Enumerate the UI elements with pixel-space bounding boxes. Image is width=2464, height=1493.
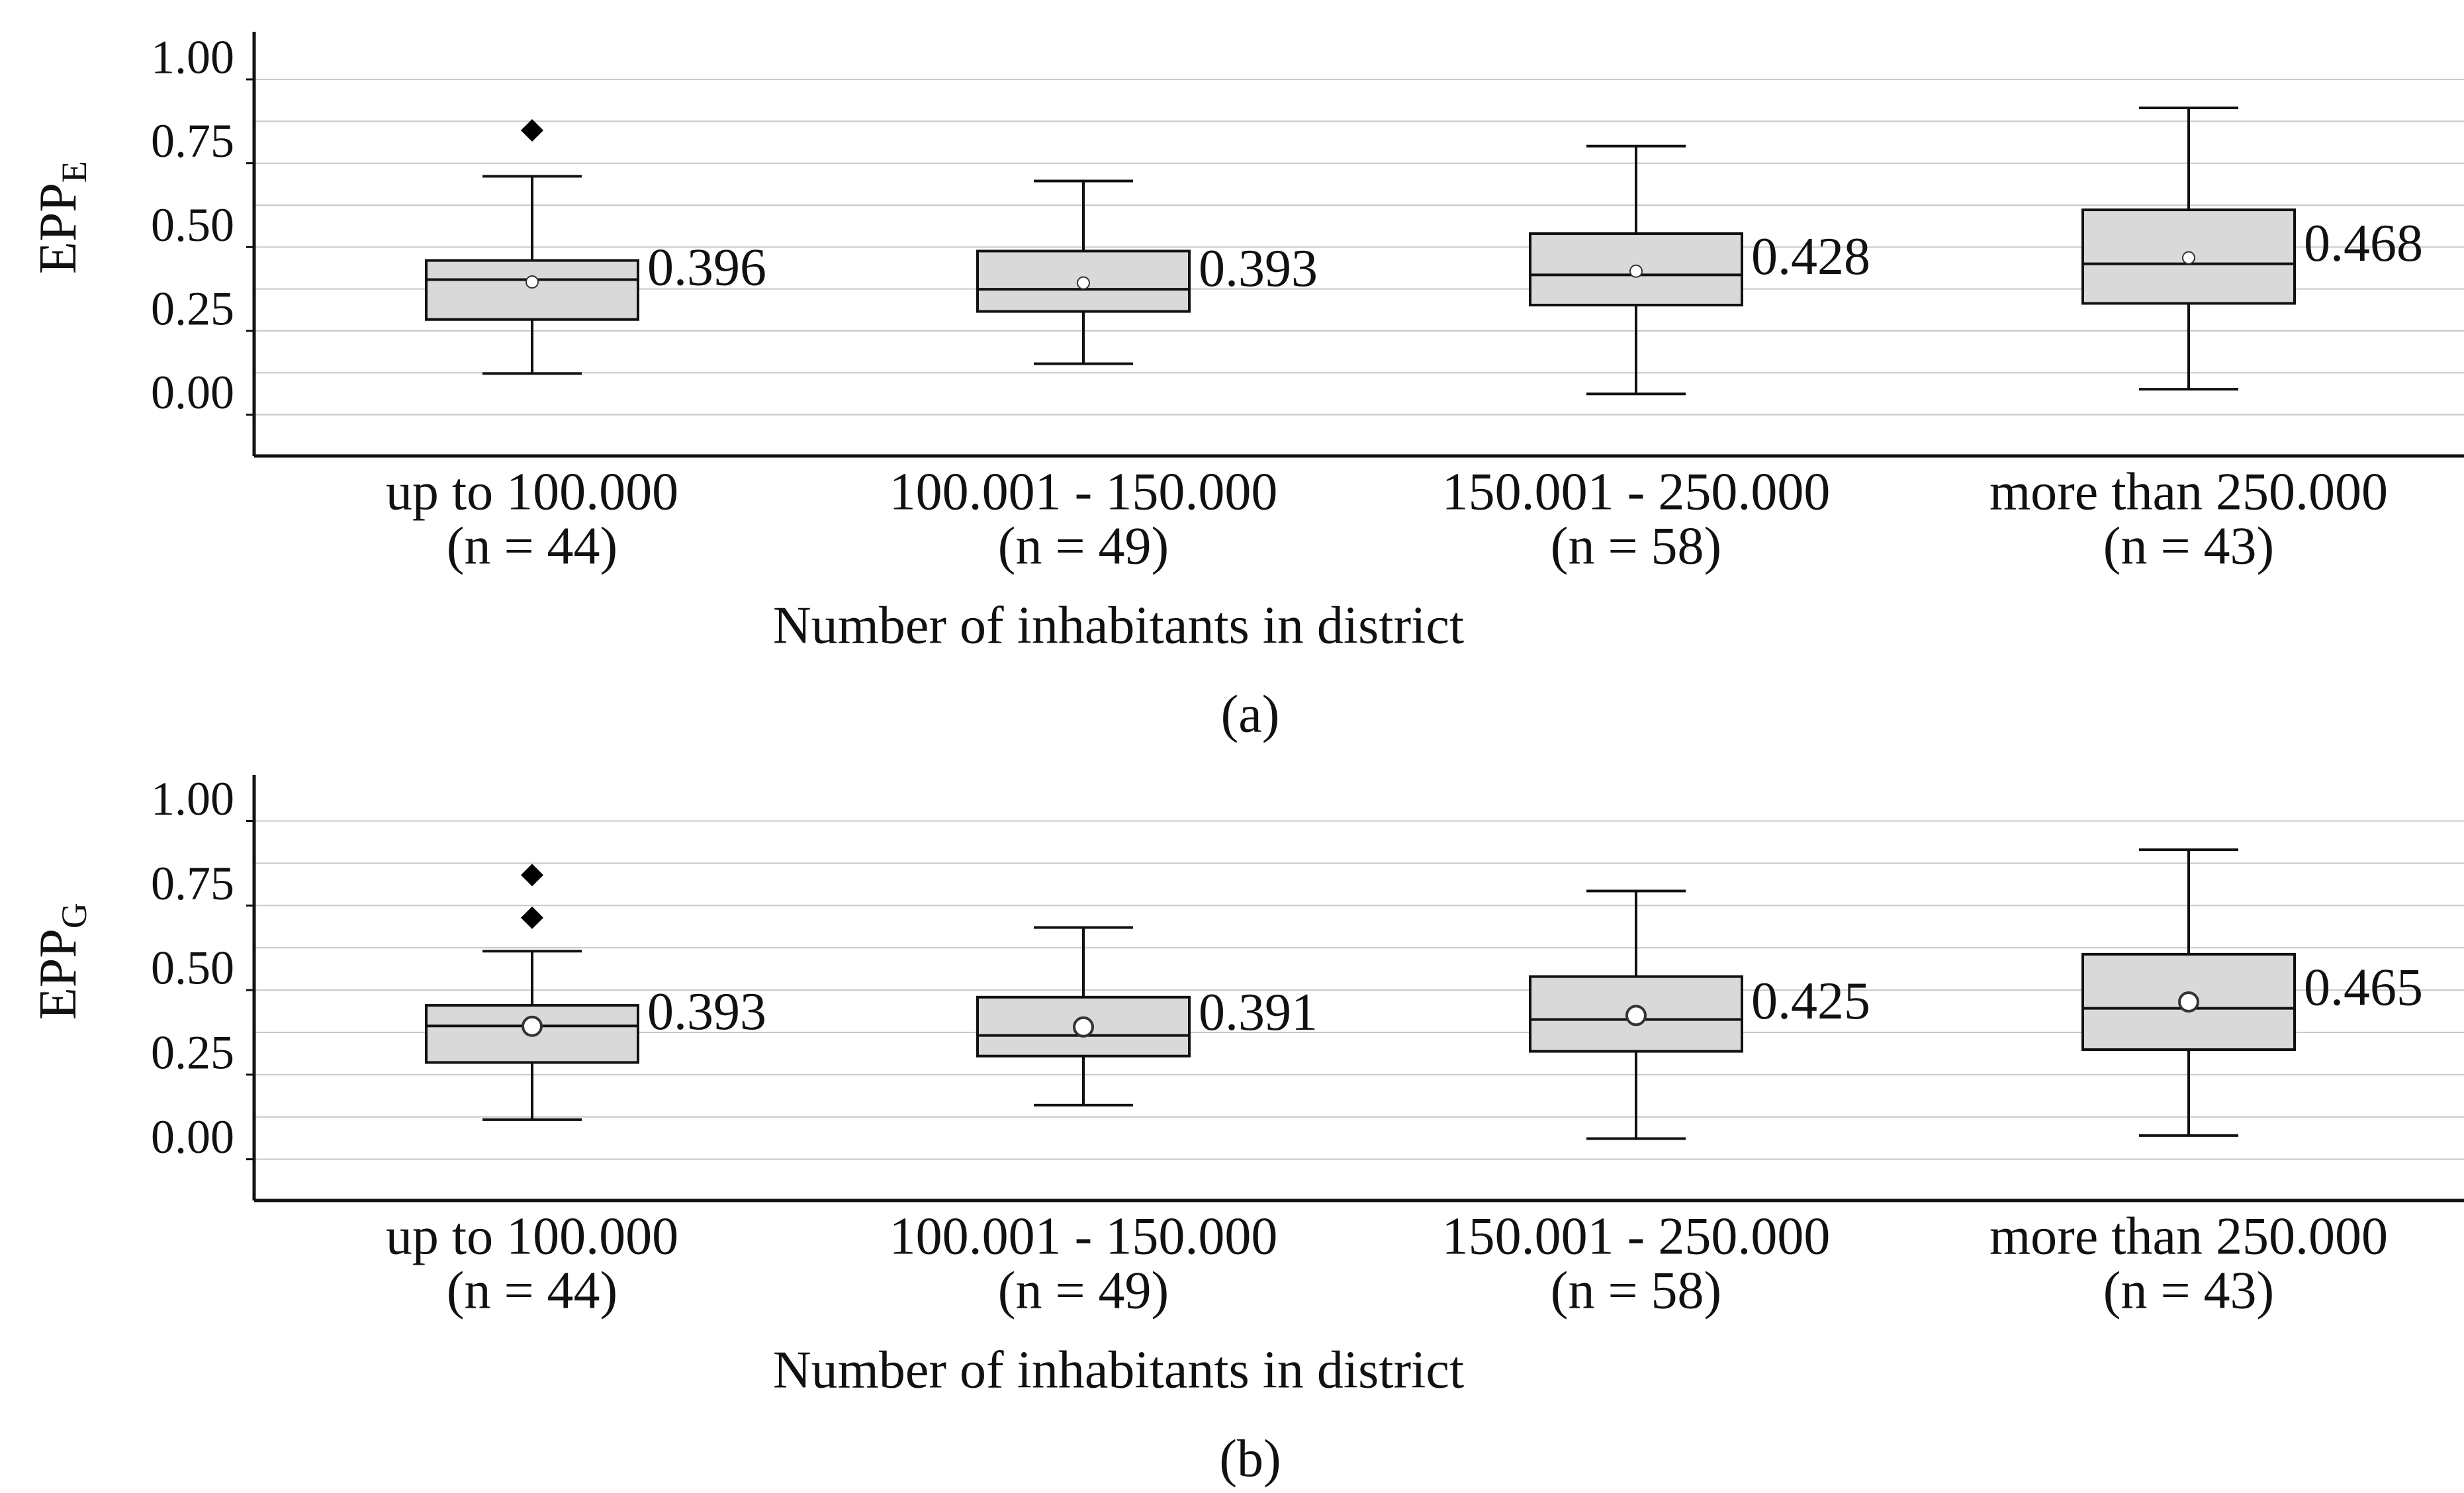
x-tick-count: (n = 49) (998, 1261, 1169, 1320)
mean-marker (2182, 251, 2195, 265)
y-tick-label: 0.00 (151, 366, 234, 419)
caption: (a) (1221, 685, 1280, 743)
x-tick-count: (n = 43) (2103, 517, 2274, 575)
y-axis-label-subscript: G (54, 903, 94, 928)
caption: (b) (1219, 1429, 1281, 1488)
x-axis-label: Number of inhabitants in district (773, 596, 1464, 655)
x-axis-label: Number of inhabitants in district (773, 1341, 1464, 1399)
x-tick-label: more than 250.000 (1989, 1207, 2388, 1265)
x-tick-label: more than 250.000 (1989, 463, 2388, 521)
x-tick-label: up to 100.000 (386, 1207, 678, 1265)
y-tick-label: 0.25 (151, 283, 234, 336)
x-tick-label: 100.001 - 150.000 (890, 463, 1278, 521)
x-tick-label: 150.001 - 250.000 (1442, 463, 1831, 521)
x-tick-count: (n = 43) (2103, 1261, 2274, 1320)
x-tick-count: (n = 58) (1551, 1261, 1721, 1320)
mean-marker (1073, 1016, 1094, 1038)
y-tick-label: 0.75 (151, 114, 234, 167)
y-tick-label: 0.25 (151, 1026, 234, 1079)
outlier (521, 864, 543, 887)
outlier (521, 118, 543, 142)
x-tick-count: (n = 44) (447, 1261, 617, 1320)
y-axis-label: EPPG (29, 903, 94, 1020)
mean-marker (1625, 1005, 1647, 1026)
mean-label: 0.391 (1199, 983, 1318, 1042)
box (425, 1004, 639, 1064)
mean-label: 0.393 (647, 983, 766, 1041)
mean-marker (1077, 276, 1090, 290)
y-axis-label-main: EPP (29, 183, 87, 274)
mean-label: 0.425 (1751, 972, 1870, 1030)
mean-label: 0.393 (1199, 240, 1318, 298)
x-tick-count: (n = 49) (998, 517, 1169, 575)
x-tick-label: 100.001 - 150.000 (890, 1207, 1278, 1265)
y-tick-label: 1.00 (151, 772, 234, 825)
y-tick-label: 1.00 (151, 30, 234, 83)
mean-marker (525, 275, 539, 289)
y-axis-label-subscript: E (54, 161, 94, 183)
y-axis-label-main: EPP (29, 928, 87, 1020)
x-tick-label: up to 100.000 (386, 463, 678, 521)
y-axis-label: EPPE (29, 161, 94, 274)
y-tick-label: 0.50 (151, 942, 234, 995)
mean-label: 0.428 (1751, 228, 1870, 286)
mean-label: 0.396 (647, 238, 766, 296)
mean-marker (2178, 991, 2199, 1013)
y-tick-label: 0.75 (151, 857, 234, 910)
x-tick-count: (n = 58) (1551, 517, 1721, 575)
mean-label: 0.465 (2304, 958, 2423, 1017)
y-tick-label: 0.00 (151, 1110, 234, 1163)
mean-label: 0.468 (2304, 214, 2423, 273)
y-tick-label: 0.50 (151, 199, 234, 251)
mean-marker (1629, 264, 1643, 278)
x-tick-label: 150.001 - 250.000 (1442, 1207, 1831, 1265)
mean-marker (522, 1015, 543, 1037)
box (425, 259, 639, 321)
x-tick-count: (n = 44) (447, 517, 617, 575)
outlier (521, 906, 543, 929)
